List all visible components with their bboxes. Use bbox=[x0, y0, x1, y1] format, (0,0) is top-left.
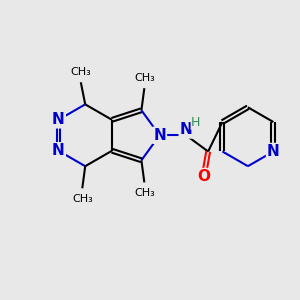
Text: CH₃: CH₃ bbox=[134, 73, 155, 83]
Text: N: N bbox=[153, 128, 166, 143]
Text: H: H bbox=[191, 116, 200, 129]
Text: CH₃: CH₃ bbox=[70, 67, 91, 77]
Text: N: N bbox=[52, 112, 65, 127]
Text: CH₃: CH₃ bbox=[72, 194, 93, 204]
Text: N: N bbox=[180, 122, 192, 137]
Text: CH₃: CH₃ bbox=[134, 188, 155, 198]
Text: O: O bbox=[197, 169, 210, 184]
Text: N: N bbox=[267, 144, 280, 159]
Text: N: N bbox=[52, 143, 65, 158]
